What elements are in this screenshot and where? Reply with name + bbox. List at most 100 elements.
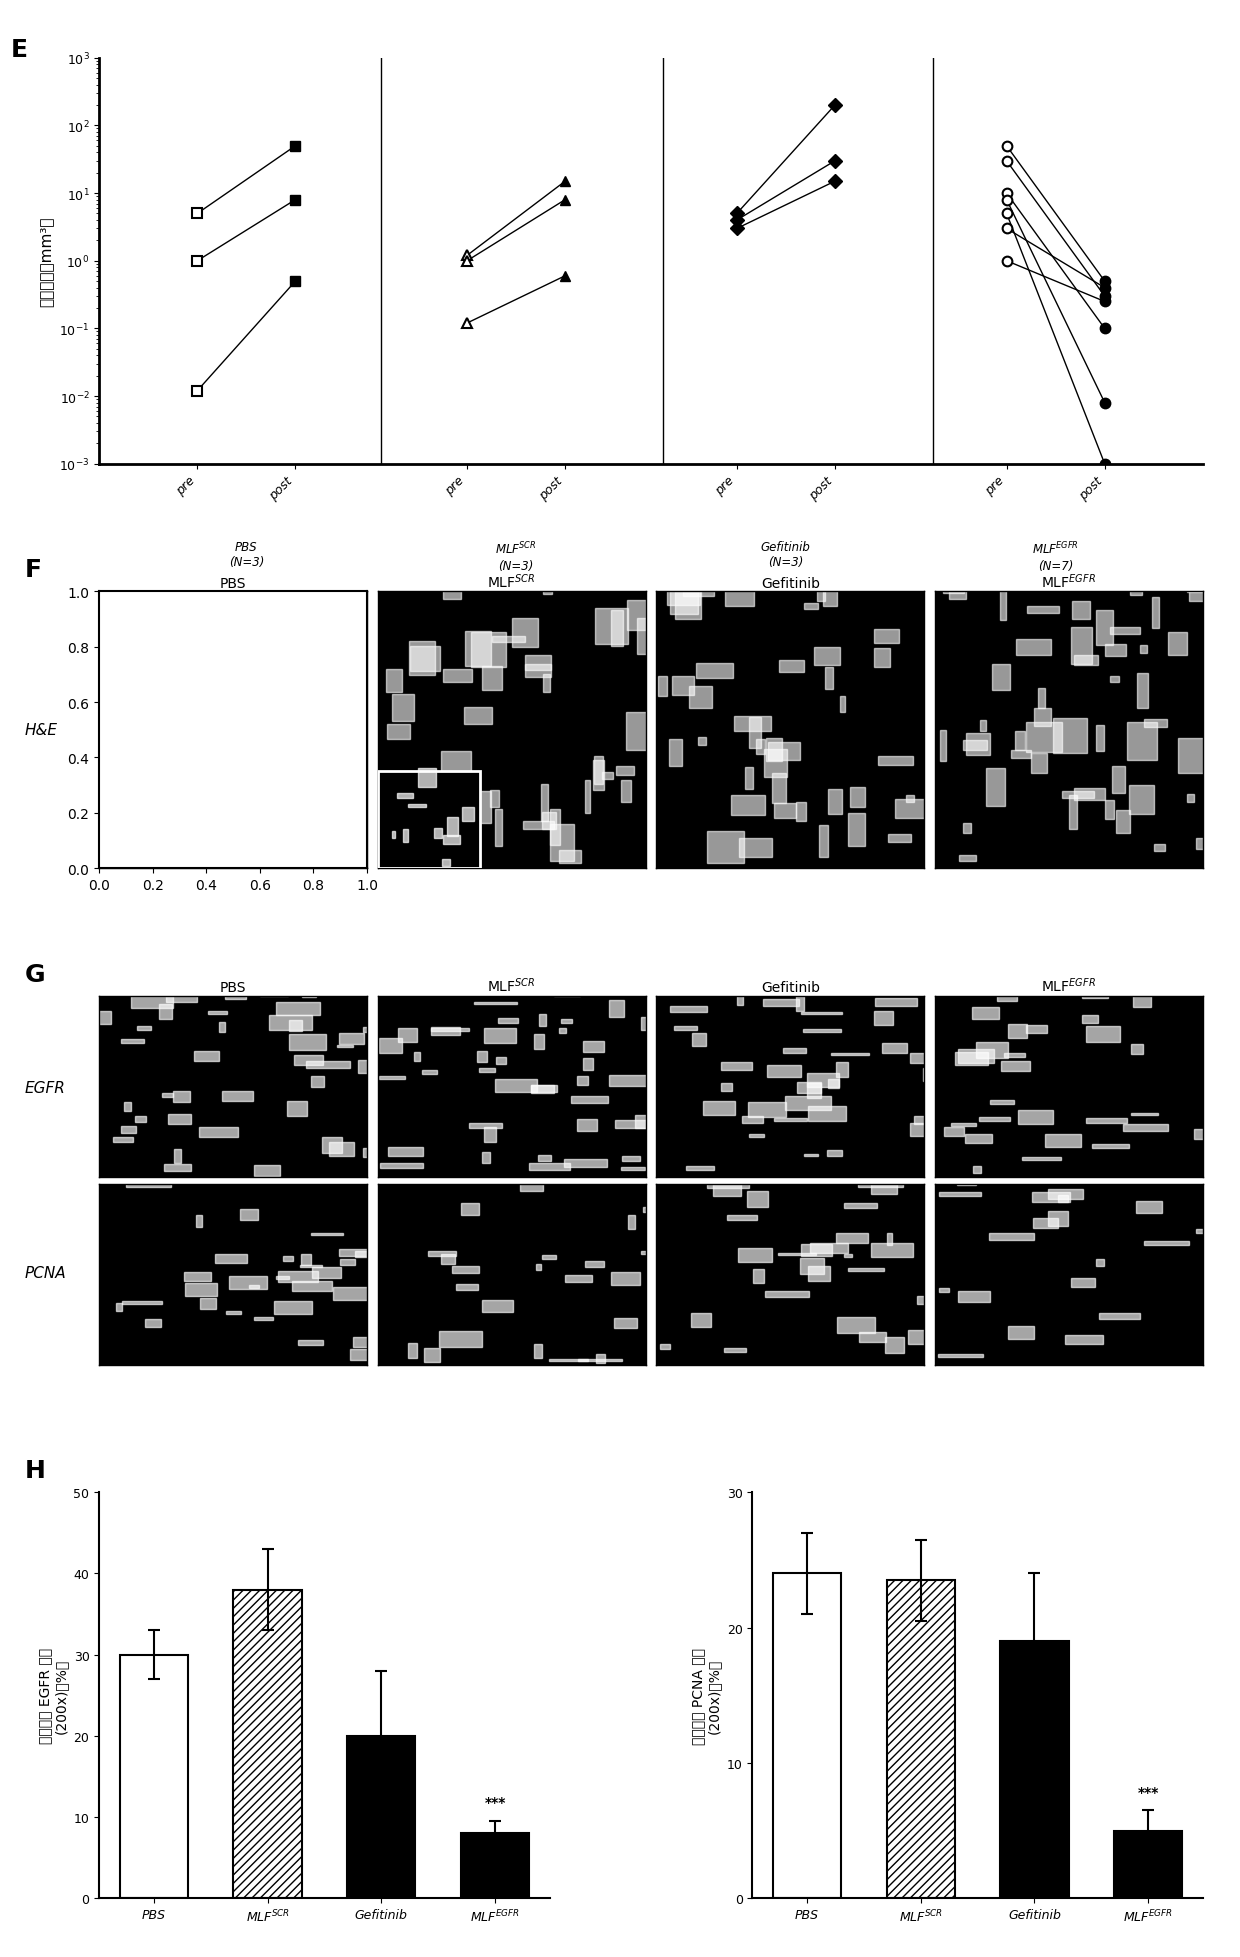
Bar	[340, 732, 358, 767]
Bar	[206, 773, 217, 810]
Bar	[231, 798, 244, 806]
Bar	[1189, 587, 1220, 603]
Bar	[722, 1063, 751, 1070]
Bar	[1130, 568, 1142, 595]
Bar	[270, 806, 306, 830]
Bar	[124, 1102, 131, 1112]
Bar	[1188, 795, 1194, 802]
Bar	[844, 1204, 878, 1207]
Bar	[1032, 1192, 1070, 1202]
Bar	[461, 1834, 529, 1898]
Bar	[1152, 597, 1158, 628]
Bar	[474, 1002, 517, 1004]
Bar	[443, 836, 460, 845]
Text: PCNA: PCNA	[25, 1266, 67, 1280]
Bar	[837, 1317, 875, 1333]
Bar	[703, 1102, 735, 1115]
Bar	[1145, 720, 1168, 728]
Text: ***: ***	[485, 1795, 506, 1808]
Bar	[398, 1027, 417, 1043]
Bar	[484, 1127, 496, 1143]
Bar	[980, 720, 986, 732]
Bar	[1086, 1025, 1121, 1043]
Bar	[796, 802, 806, 822]
Bar	[496, 1057, 506, 1065]
Bar	[1008, 1024, 1028, 1039]
Bar	[464, 708, 492, 726]
Bar	[728, 1215, 756, 1221]
Bar	[818, 826, 828, 857]
Bar	[657, 677, 667, 697]
Bar	[686, 1166, 714, 1170]
Text: G: G	[25, 963, 46, 986]
Bar	[939, 1192, 981, 1198]
Bar	[113, 1137, 133, 1143]
Bar	[596, 1354, 605, 1364]
Bar	[289, 1020, 301, 1031]
Bar	[1178, 738, 1214, 775]
Bar	[424, 1348, 439, 1362]
Bar	[289, 1033, 326, 1051]
Bar	[277, 1002, 320, 1016]
Bar	[1105, 800, 1114, 820]
Bar	[1197, 1229, 1218, 1233]
Bar	[195, 577, 224, 609]
Bar	[541, 785, 548, 822]
Bar	[224, 986, 247, 1000]
Bar	[432, 1029, 469, 1031]
Bar	[125, 828, 130, 847]
Title: PBS: PBS	[219, 577, 247, 591]
Bar	[594, 609, 627, 644]
Bar	[253, 693, 278, 705]
Bar	[428, 1251, 456, 1256]
Bar	[222, 1092, 253, 1102]
Bar	[291, 1282, 332, 1292]
Bar	[621, 781, 631, 802]
Bar	[848, 1268, 884, 1272]
Bar	[254, 1166, 280, 1176]
Bar	[159, 1004, 172, 1020]
Bar	[329, 718, 365, 742]
Bar	[495, 1080, 537, 1092]
Bar	[756, 740, 765, 755]
Bar	[720, 1084, 732, 1092]
Bar	[422, 1070, 436, 1074]
Bar	[357, 1061, 376, 1074]
Bar	[388, 1147, 424, 1157]
Bar	[120, 1039, 144, 1043]
Bar	[542, 1254, 556, 1260]
Bar	[949, 575, 966, 601]
Text: ***: ***	[1137, 1785, 1159, 1800]
Bar	[215, 1254, 247, 1264]
Bar	[910, 1053, 925, 1063]
Bar	[350, 1350, 396, 1360]
Bar	[698, 738, 706, 746]
Bar	[805, 1155, 818, 1157]
Title: PBS: PBS	[219, 980, 247, 994]
Bar	[874, 1012, 893, 1025]
Bar	[523, 822, 554, 830]
Bar	[269, 1016, 312, 1029]
Bar	[461, 1204, 479, 1215]
Bar	[629, 1215, 635, 1229]
Bar	[288, 1102, 308, 1117]
Bar	[162, 1094, 172, 1098]
Bar	[143, 628, 179, 648]
Bar	[1014, 732, 1024, 751]
Bar	[1096, 1258, 1104, 1266]
Bar	[779, 661, 804, 673]
Bar	[443, 859, 450, 867]
Bar	[766, 738, 782, 761]
Bar	[1027, 607, 1059, 614]
Bar	[310, 783, 334, 791]
Bar	[185, 1284, 217, 1296]
Bar	[531, 1084, 554, 1094]
Bar	[765, 1292, 810, 1297]
Bar	[408, 804, 427, 808]
Bar	[353, 581, 384, 609]
Bar	[409, 648, 440, 671]
Bar	[1083, 1016, 1099, 1024]
Bar	[992, 665, 1009, 691]
Bar	[340, 1249, 376, 1256]
Bar	[208, 1012, 227, 1014]
